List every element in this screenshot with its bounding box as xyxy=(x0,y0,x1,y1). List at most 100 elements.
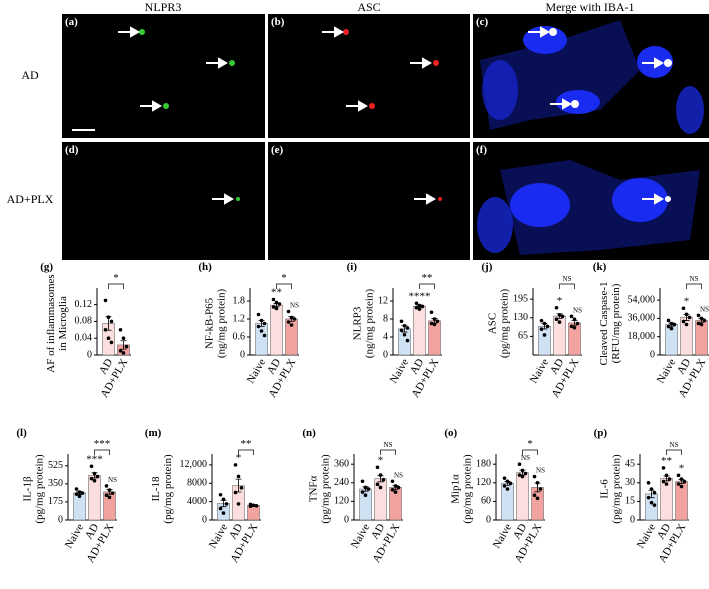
bracket xyxy=(276,283,292,289)
data-point xyxy=(107,488,112,492)
data-point xyxy=(92,478,97,483)
data-point xyxy=(77,494,82,499)
data-point xyxy=(669,321,674,326)
data-point xyxy=(649,500,654,505)
y-axis-label: (RFU/mg protein) xyxy=(610,283,622,363)
panel-letter: (e) xyxy=(271,144,284,156)
data-point xyxy=(274,300,279,305)
y-tick-label: 54,000 xyxy=(628,294,656,305)
data-point xyxy=(666,318,671,323)
row-label: AD+PLX xyxy=(7,192,54,206)
data-point xyxy=(271,297,276,302)
data-point xyxy=(233,490,238,495)
image-a xyxy=(62,14,265,138)
data-point xyxy=(508,481,513,486)
data-point xyxy=(104,484,109,488)
y-tick-label: 12 xyxy=(378,295,388,306)
data-point xyxy=(89,464,94,469)
puncta xyxy=(139,28,672,202)
y-tick-label: 65 xyxy=(518,331,528,342)
data-point xyxy=(535,481,540,485)
data-point xyxy=(432,317,437,321)
y-tick-label: 60 xyxy=(481,496,491,507)
data-point xyxy=(259,329,264,333)
data-point xyxy=(687,315,692,320)
y-tick-label: 0.04 xyxy=(75,332,93,343)
bracket xyxy=(94,449,110,455)
bracket xyxy=(380,449,396,455)
data-point xyxy=(435,319,440,324)
column-title: NLPR3 xyxy=(145,0,182,14)
significance-label: NS xyxy=(521,454,530,462)
data-point xyxy=(646,495,651,500)
panel-letter: (c) xyxy=(476,16,489,28)
bracket xyxy=(108,283,124,289)
data-point xyxy=(557,320,562,324)
data-point xyxy=(667,477,672,481)
significance-label: * xyxy=(236,452,242,464)
y-tick-label: 8 xyxy=(383,313,388,324)
data-point xyxy=(696,321,701,326)
data-point xyxy=(233,463,238,467)
panel-letter: (d) xyxy=(65,144,79,156)
data-point xyxy=(672,322,677,327)
data-point xyxy=(393,490,398,494)
data-point xyxy=(661,466,666,470)
bracket xyxy=(666,449,682,455)
data-point xyxy=(699,316,704,321)
y-tick-label: 4 xyxy=(383,331,388,342)
image-b xyxy=(268,14,470,138)
panel-letter: (n) xyxy=(302,427,316,439)
data-point xyxy=(292,317,297,321)
y-tick-label: 240 xyxy=(334,477,349,488)
panel-letter: (p) xyxy=(594,427,608,439)
data-point xyxy=(256,324,261,329)
data-point xyxy=(666,324,671,329)
y-tick-label: 0 xyxy=(383,349,388,360)
data-point xyxy=(118,349,123,353)
panel-letter: (b) xyxy=(271,16,285,28)
data-point xyxy=(557,313,562,317)
microglia xyxy=(477,20,704,255)
data-point xyxy=(505,479,510,484)
significance-label: *** xyxy=(86,453,103,465)
data-point xyxy=(106,336,111,341)
y-tick-label: 0 xyxy=(202,514,207,525)
y-axis-label: NLRP3 xyxy=(352,306,364,340)
data-point xyxy=(554,305,559,310)
row-label: AD xyxy=(21,68,39,82)
data-point xyxy=(390,487,395,492)
data-point xyxy=(681,319,686,324)
y-axis-label: (pg/mg protein) xyxy=(611,454,623,524)
data-point xyxy=(517,473,522,477)
data-point xyxy=(646,481,651,485)
data-point xyxy=(254,503,259,508)
y-tick-label: 12,000 xyxy=(180,459,208,470)
y-tick-label: 36,000 xyxy=(628,313,656,324)
y-axis-label: (ng/mg protein) xyxy=(364,288,376,358)
bracket-label: * xyxy=(281,272,287,284)
data-point xyxy=(390,479,395,484)
data-point xyxy=(103,328,108,332)
significance-label: NS xyxy=(108,476,117,484)
data-point xyxy=(110,491,115,495)
microscopy xyxy=(62,14,709,260)
data-point xyxy=(107,495,112,500)
data-point xyxy=(664,482,669,486)
y-axis-label: IL-18 xyxy=(150,476,162,502)
data-point xyxy=(248,504,253,509)
y-tick-label: 1.2 xyxy=(233,313,246,324)
significance-label: NS xyxy=(536,467,545,475)
y-tick-label: 0 xyxy=(344,514,349,525)
bar xyxy=(516,472,529,521)
data-point xyxy=(532,493,537,498)
significance-label: NS xyxy=(290,302,299,310)
data-point xyxy=(381,477,386,482)
y-tick-label: 0 xyxy=(486,514,491,525)
panel-letter: (m) xyxy=(145,427,162,439)
y-tick-label: 0 xyxy=(630,514,635,525)
data-point xyxy=(520,468,525,473)
data-point xyxy=(95,474,100,479)
data-point xyxy=(251,503,256,508)
